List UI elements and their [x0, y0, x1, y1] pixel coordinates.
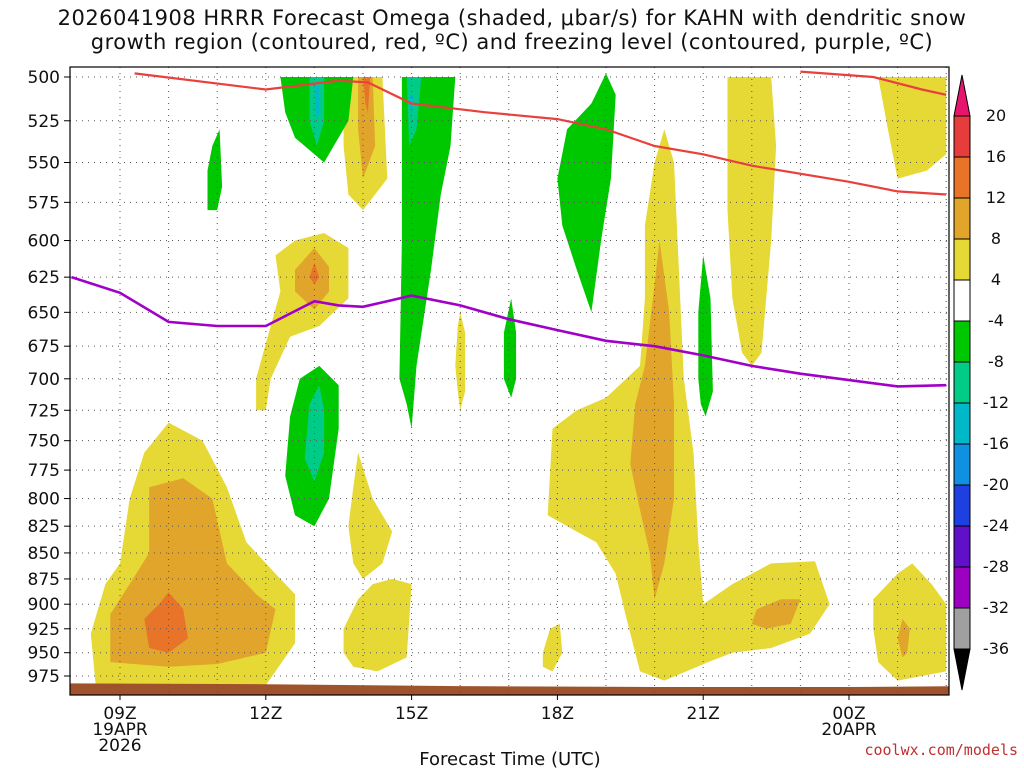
y-tick-label-775: 775 — [28, 461, 60, 481]
omega-region-15 — [751, 599, 801, 629]
y-tick-label-950: 950 — [28, 644, 60, 664]
y-tick-label-725: 725 — [28, 401, 60, 421]
colorbar-label-2: 12 — [986, 188, 1006, 207]
y-tick-label-975: 975 — [28, 667, 60, 687]
credit-link[interactable]: coolwx.com/models — [864, 741, 1018, 759]
omega-region-27 — [399, 77, 456, 429]
omega-region-17 — [727, 77, 777, 366]
colorbar-swatch-7 — [953, 361, 971, 404]
x-tick-label-18-0: 18Z — [541, 704, 574, 724]
y-tick-label-925: 925 — [28, 620, 60, 640]
omega-region-29 — [409, 94, 414, 121]
colorbar-label-4: 4 — [991, 270, 1001, 289]
y-tick-label-600: 600 — [28, 232, 60, 252]
y-tick-label-650: 650 — [28, 303, 60, 323]
omega-region-11 — [343, 578, 412, 672]
title-line-2: growth region (contoured, red, ºC) and f… — [90, 30, 934, 54]
colorbar-swatch-11 — [953, 525, 971, 568]
colorbar-swatch-1 — [953, 115, 971, 158]
freezing-level-contour — [71, 275, 947, 388]
x-tick-label-24-1: 20APR — [821, 720, 877, 740]
omega-region-14 — [630, 240, 674, 600]
omega-region-18 — [878, 77, 947, 179]
colorbar-top-triangle — [953, 74, 971, 117]
colorbar-swatch-10 — [953, 484, 971, 527]
omega-shading — [70, 73, 949, 695]
omega-region-32 — [698, 255, 713, 417]
omega-region-31 — [557, 73, 616, 313]
colorbar-label-8: -16 — [983, 434, 1009, 453]
contours — [71, 70, 947, 388]
x-tick-label-9-1: 19APR — [92, 720, 148, 740]
y-tick-label-750: 750 — [28, 432, 60, 452]
x-tick-label-24-0: 00Z — [832, 704, 865, 724]
colorbar-label-1: 16 — [986, 147, 1006, 166]
omega-region-19 — [873, 563, 947, 681]
colorbar-label-5: -4 — [988, 311, 1004, 330]
y-tick-label-625: 625 — [28, 268, 60, 288]
colorbar-label-0: 20 — [986, 106, 1006, 125]
omega-region-16 — [542, 623, 563, 672]
omega-region-6 — [309, 262, 320, 285]
omega-region-30 — [503, 298, 517, 398]
omega-region-23 — [314, 85, 320, 121]
y-tick-label-875: 875 — [28, 570, 60, 590]
colorbar-swatch-8 — [953, 402, 971, 445]
y-axis: 500 525 550 575 600 625 650 675 700 725 750 775 800 8… — [28, 68, 70, 687]
y-tick-label-825: 825 — [28, 517, 60, 537]
colorbar-label-13: -36 — [983, 639, 1009, 658]
y-tick-label-525: 525 — [28, 112, 60, 132]
colorbar-label-11: -28 — [983, 557, 1009, 576]
omega-region-20 — [897, 619, 910, 658]
y-tick-label-850: 850 — [28, 544, 60, 564]
chart-title: 2026041908 HRRR Forecast Omega (shaded, … — [0, 6, 1024, 54]
colorbar-swatch-6 — [953, 320, 971, 363]
dendritic-contour-upper — [800, 70, 947, 96]
colorbar-swatch-13 — [953, 607, 971, 650]
colorbar-label-7: -12 — [983, 393, 1009, 412]
omega-region-28 — [406, 77, 422, 146]
x-tick-label-21-0: 21Z — [687, 704, 720, 724]
colorbar-swatch-2 — [953, 156, 971, 199]
omega-region-24 — [207, 129, 223, 211]
colorbar-label-9: -20 — [983, 475, 1009, 494]
dendritic-contour-lower — [134, 72, 947, 196]
colorbar-label-10: -24 — [983, 516, 1009, 535]
colorbar-swatch-12 — [953, 566, 971, 609]
plot-frame — [69, 66, 950, 696]
y-tick-label-575: 575 — [28, 193, 60, 213]
omega-region-9 — [363, 77, 371, 113]
colorbar-bottom-triangle — [953, 648, 971, 691]
colorbar-label-6: -8 — [988, 352, 1004, 371]
title-line-1: 2026041908 HRRR Forecast Omega (shaded, … — [57, 6, 967, 30]
y-tick-label-700: 700 — [28, 370, 60, 390]
omega-region-3 — [144, 592, 188, 653]
y-tick-label-800: 800 — [28, 490, 60, 510]
x-tick-label-15-0: 15Z — [395, 704, 428, 724]
colorbar: 20 16 12 8 4 -4 -8 -12 -16 -20 -24 -28 -32 -36 — [953, 74, 1009, 691]
colorbar-swatch-9 — [953, 443, 971, 486]
colorbar-swatch-5 — [953, 279, 971, 322]
y-tick-label-675: 675 — [28, 337, 60, 357]
colorbar-label-3: 8 — [991, 229, 1001, 248]
omega-region-33 — [70, 683, 949, 695]
omega-region-8 — [358, 77, 376, 179]
omega-region-13 — [547, 129, 830, 681]
omega-region-10 — [348, 452, 393, 579]
x-tick-label-9-2: 2026 — [98, 736, 141, 756]
x-axis-label: Forecast Time (UTC) — [419, 749, 600, 768]
colorbar-swatch-4 — [953, 238, 971, 281]
x-tick-label-9-0: 09Z — [103, 704, 136, 724]
y-tick-label-550: 550 — [28, 153, 60, 173]
y-tick-label-500: 500 — [28, 68, 60, 88]
colorbar-label-12: -32 — [983, 598, 1009, 617]
colorbar-swatch-3 — [953, 197, 971, 240]
grid-lines — [70, 67, 949, 695]
x-tick-label-12-0: 12Z — [249, 704, 282, 724]
y-tick-label-900: 900 — [28, 595, 60, 615]
